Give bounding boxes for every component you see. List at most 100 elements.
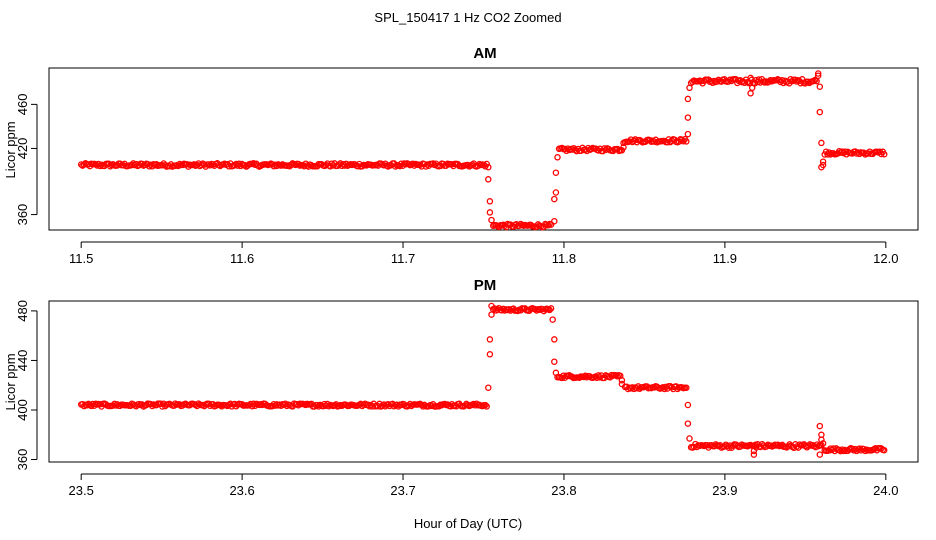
x-tick-label: 12.0 [873,251,898,266]
data-point [424,161,431,168]
data-point [486,198,494,205]
data-point [684,114,692,121]
data-point [582,372,589,380]
data-point [747,90,754,97]
data-point [176,401,183,408]
data-point [618,377,626,384]
data-point [637,137,645,145]
data-point [485,163,492,171]
x-tick-label: 24.0 [873,483,898,498]
data-point [483,160,490,168]
data-point [315,403,322,410]
data-point [273,162,280,170]
panel-pm-axes: 23.5 23.6 23.7 23.8 23.9 24.0 360 400 440 480 [15,300,919,498]
data-point [774,441,782,449]
data-point [816,83,824,90]
y-tick-label: 420 [15,138,30,160]
data-point [464,161,472,169]
data-point [752,441,759,448]
data-point [726,76,734,84]
data-point [143,401,150,409]
x-tick-label: 11.6 [230,251,254,266]
data-point [684,420,692,427]
data-point [684,95,692,103]
data-point [880,446,888,454]
data-point [768,78,776,85]
data-point [551,217,558,225]
data-point [482,401,489,409]
data-point [358,162,366,170]
data-point [486,209,494,216]
x-tick-label: 23.5 [69,483,94,498]
x-tick-label: 11.8 [552,251,576,266]
y-tick-label: 460 [15,94,30,116]
data-point [819,440,827,447]
data-point [814,72,822,79]
data-point [552,369,560,377]
data-point [411,162,418,169]
panel-am-y-label: Licor ppm [3,121,18,178]
data-point [128,161,136,169]
y-tick-label: 360 [15,449,30,471]
data-point [568,373,576,381]
plot-frame [48,67,919,231]
data-point [850,447,857,454]
data-point [747,74,754,82]
data-point [488,311,495,318]
data-point [819,158,827,165]
data-point [486,351,494,358]
plot-frame [48,300,919,463]
data-point [549,316,556,323]
data-point [713,78,721,85]
data-point [602,146,610,154]
data-point [558,144,566,152]
data-point [494,306,501,313]
data-point [544,222,552,229]
data-point [757,79,764,86]
data-point [686,435,693,442]
x-tick-label: 23.9 [712,483,737,498]
data-point [190,161,198,168]
data-point [686,84,693,92]
data-point [816,422,824,430]
y-tick-label: 360 [15,204,30,226]
data-point [241,161,249,169]
data-point [393,401,401,409]
panel-am-points [77,70,888,231]
data-point [618,380,626,388]
data-point [392,163,399,170]
data-point [880,150,888,158]
data-point [601,145,608,152]
data-point [547,221,555,228]
data-point [668,384,675,391]
data-point [483,403,490,410]
data-point [856,445,863,452]
data-point [750,451,758,458]
data-point [488,216,495,224]
data-point [683,384,690,391]
data-point [551,358,558,365]
data-point [96,162,104,170]
data-point [148,402,156,410]
x-tick-label: 11.5 [69,251,93,266]
data-point [585,144,592,152]
data-point [505,305,513,313]
data-point [592,373,599,380]
data-point [209,161,217,168]
data-point [552,189,560,196]
data-point [287,161,295,169]
data-point [546,306,553,314]
data-point [86,401,94,408]
data-point [551,336,558,343]
panel-pm-title: PM [474,277,497,294]
panel-am: AM Licor ppm 11.5 11.6 11.7 11.8 11.9 12.0 360… [3,45,919,266]
data-point [153,161,160,168]
x-tick-label: 23.8 [551,483,576,498]
x-tick-label: 11.9 [713,251,737,266]
data-point [811,76,819,84]
data-point [161,161,169,169]
x-tick-label: 23.7 [390,483,415,498]
panel-am-axes: 11.5 11.6 11.7 11.8 11.9 12.0 360 420 460 [15,67,919,266]
y-tick-label: 440 [15,350,30,372]
